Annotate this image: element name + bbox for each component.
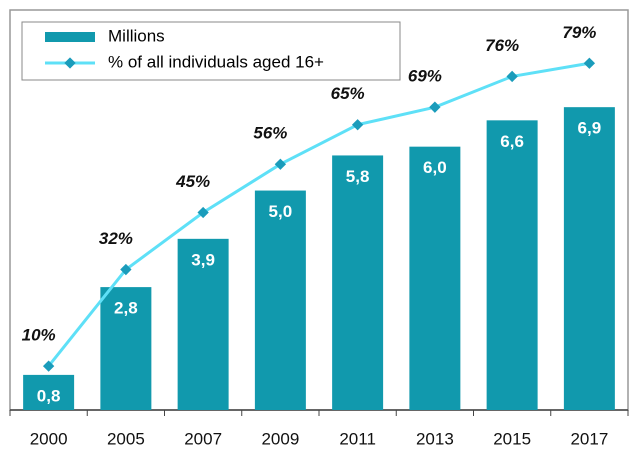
line-marker xyxy=(583,57,596,69)
x-tick-label: 2007 xyxy=(184,429,222,448)
plot-area: 2000 2005 2007 2009 2011 2013 2015 2017 0,8 2,8 3,… xyxy=(9,23,629,448)
line-value-label: 69% xyxy=(408,67,442,86)
line-marker xyxy=(42,360,55,372)
line-marker xyxy=(274,158,287,170)
bar xyxy=(23,374,75,410)
line-value-label: 45% xyxy=(175,172,210,191)
legend-swatch-bar xyxy=(45,32,95,42)
bar-value-label: 3,9 xyxy=(191,250,215,269)
line-value-label: 10% xyxy=(22,326,56,345)
legend-box xyxy=(21,21,401,81)
bar-value-label: 2,8 xyxy=(114,299,138,318)
x-tick-label: 2017 xyxy=(570,429,608,448)
bar xyxy=(100,287,152,410)
bar xyxy=(563,107,615,411)
bar xyxy=(486,120,538,410)
line-marker xyxy=(197,206,209,219)
x-tick-label: 2000 xyxy=(30,429,68,448)
bar-value-label: 6,0 xyxy=(423,158,447,177)
bar xyxy=(409,146,461,410)
line-marker xyxy=(351,119,364,131)
x-tick-label: 2011 xyxy=(339,429,376,448)
legend-label: Millions xyxy=(108,26,165,45)
line xyxy=(47,61,590,368)
line-value-label: 32% xyxy=(99,229,133,248)
bar-value-label: 6,6 xyxy=(500,132,524,151)
bar xyxy=(177,238,229,410)
bar-value-label: 6,9 xyxy=(578,119,602,138)
bar-value-label: 5,8 xyxy=(346,167,370,186)
bar-value-label: 5,0 xyxy=(269,202,293,221)
legend-label: % of all individuals aged 16+ xyxy=(108,52,324,71)
legend: Millions % of all individuals aged 16+ xyxy=(21,21,401,81)
bar-value-label: 0,8 xyxy=(37,386,61,405)
bar xyxy=(254,190,306,410)
x-tick-label: 2015 xyxy=(493,429,531,448)
line-value-label: 76% xyxy=(485,36,519,55)
x-tick-label: 2013 xyxy=(416,429,454,448)
line-value-label: 79% xyxy=(562,23,596,42)
line-value-label: 65% xyxy=(331,84,365,103)
line-marker xyxy=(506,70,518,83)
x-tick-label: 2009 xyxy=(261,429,299,448)
bar xyxy=(332,155,384,410)
x-tick-label: 2005 xyxy=(107,429,145,448)
line-value-label: 56% xyxy=(253,124,287,143)
line-marker xyxy=(429,101,441,113)
